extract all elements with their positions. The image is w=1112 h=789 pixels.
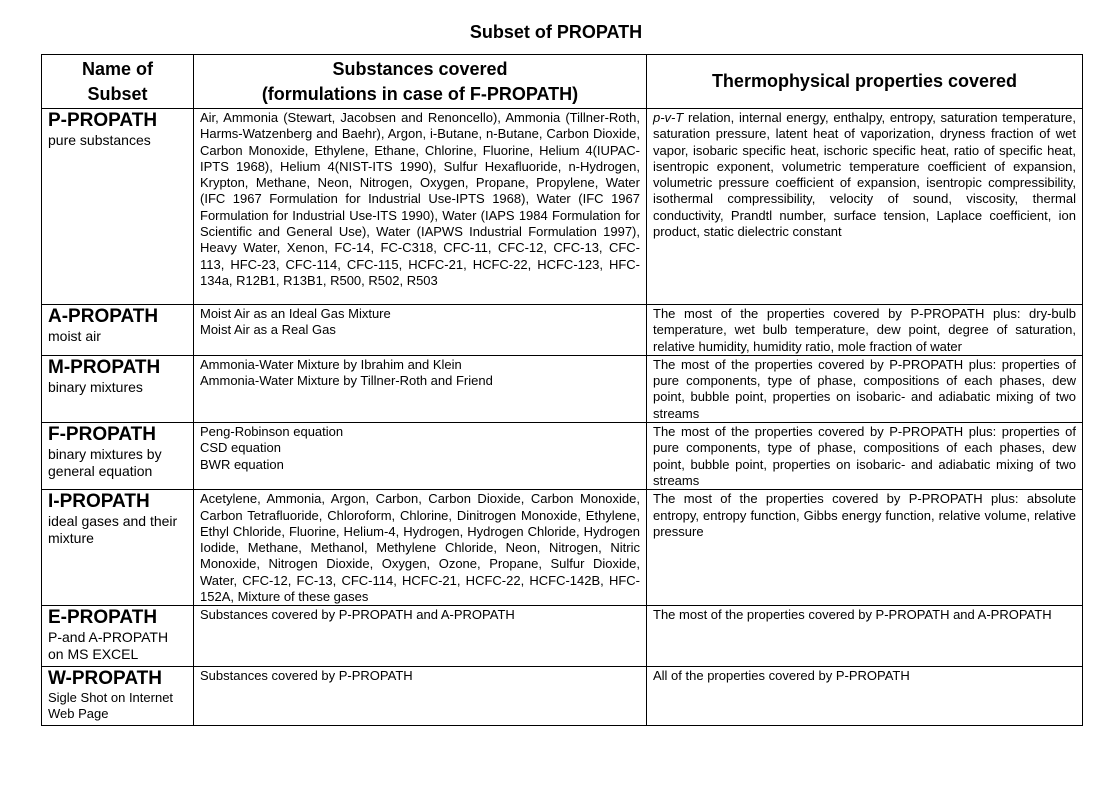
subset-description: Sigle Shot on Internet Web Page (48, 690, 174, 722)
header-properties: Thermophysical properties covered (646, 54, 1083, 109)
header-name: Name of Subset (41, 54, 194, 109)
substances-cell: Ammonia-Water Mixture by Ibrahim and Kle… (193, 354, 647, 424)
subset-description: pure substances (48, 132, 151, 148)
properties-cell: p-v-T relation, internal energy, enthalp… (646, 108, 1083, 305)
substances-cell: Moist Air as an Ideal Gas Mixture Moist A… (193, 304, 647, 356)
substance-line: Moist Air as a Real Gas (200, 322, 336, 338)
properties-cell: The most of the properties covered by P-… (646, 304, 1083, 356)
subset-description: binary mixtures by general equation (48, 446, 162, 480)
substances-cell: Peng-Robinson equation CSD equation BWR eq… (193, 422, 647, 491)
header-row: Name of Subset Substances covered (formula… (41, 54, 1083, 109)
table-row: E-PROPATH P-and A-PROPATH on MS EXCEL Sub… (41, 605, 1083, 668)
substance-line: Peng-Robinson equation (200, 424, 344, 440)
table-row: I-PROPATH ideal gases and their mixture A… (41, 489, 1083, 607)
table-row: M-PROPATH binary mixtures Ammonia-Water M… (41, 354, 1083, 424)
subset-name: E-PROPATH (48, 607, 158, 629)
substance-line: Ammonia-Water Mixture by Ibrahim and Kle… (200, 356, 462, 372)
substances-cell: Air, Ammonia (Stewart, Jacobsen and Reno… (193, 108, 647, 305)
properties-cell: The most of the properties covered by P-… (646, 422, 1083, 491)
propath-subset-table: Name of Subset Substances covered (formula… (41, 54, 1083, 727)
table-row: W-PROPATH Sigle Shot on Internet Web Page… (41, 666, 1083, 727)
table-row: F-PROPATH binary mixtures by general equa… (41, 422, 1083, 491)
subset-cell: W-PROPATH Sigle Shot on Internet Web Page (41, 666, 194, 727)
header-substances-line1: Substances covered (332, 58, 508, 79)
pvt-italic: p-v-T (653, 110, 684, 125)
table-row: P-PROPATH pure substances Air, Ammonia (S… (41, 108, 1083, 305)
header-name-line2: Subset (87, 83, 148, 104)
subset-cell: M-PROPATH binary mixtures (41, 354, 194, 424)
substance-line: Moist Air as an Ideal Gas Mixture (200, 306, 391, 321)
properties-cell: The most of the properties covered by P-… (646, 354, 1083, 424)
header-name-line1: Name of (81, 58, 153, 79)
properties-cell: The most of the properties covered by P-… (646, 489, 1083, 607)
page-title: Subset of PROPATH (469, 22, 643, 42)
header-substances-line2: (formulations in case of F-PROPATH) (261, 83, 579, 104)
substances-cell: Substances covered by P-PROPATH (193, 666, 647, 727)
substance-line: BWR equation (200, 456, 284, 472)
substances-cell: Substances covered by P-PROPATH and A-PR… (193, 605, 647, 668)
subset-cell: P-PROPATH pure substances (41, 108, 194, 305)
properties-cell: All of the properties covered by P-PROPA… (646, 666, 1083, 727)
subset-name: A-PROPATH (48, 306, 159, 327)
subset-cell: I-PROPATH ideal gases and their mixture (41, 489, 194, 607)
subset-cell: A-PROPATH moist air (41, 304, 194, 356)
subset-name: W-PROPATH (48, 668, 162, 690)
subset-description: P-and A-PROPATH on MS EXCEL (48, 629, 169, 663)
subset-name: F-PROPATH (48, 424, 157, 446)
substance-line: CSD equation (200, 440, 281, 456)
subset-cell: F-PROPATH binary mixtures by general equa… (41, 422, 194, 491)
subset-description: binary mixtures (48, 378, 143, 395)
subset-name: M-PROPATH (48, 356, 161, 378)
subset-description: moist air (48, 328, 101, 344)
subset-cell: E-PROPATH P-and A-PROPATH on MS EXCEL (41, 605, 194, 668)
properties-text: relation, internal energy, enthalpy, ent… (653, 110, 1076, 240)
table-row: A-PROPATH moist air Moist Air as an Ideal… (41, 304, 1083, 356)
subset-description: ideal gases and their mixture (48, 513, 178, 547)
substances-cell: Acetylene, Ammonia, Argon, Carbon, Carbo… (193, 489, 647, 607)
properties-cell: The most of the properties covered by P-… (646, 605, 1083, 668)
substance-line: Ammonia-Water Mixture by Tillner-Roth an… (200, 373, 493, 389)
subset-name: I-PROPATH (48, 491, 150, 513)
header-substances: Substances covered (formulations in case … (193, 54, 647, 109)
subset-name: P-PROPATH (48, 110, 158, 131)
